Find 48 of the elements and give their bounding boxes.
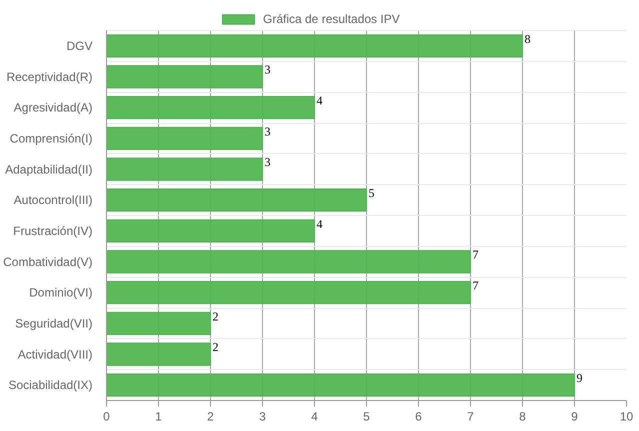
bar bbox=[106, 126, 263, 150]
data-label: 7 bbox=[472, 278, 478, 292]
y-tick-label: Comprensión(I) bbox=[10, 131, 93, 146]
y-tick-label: Adaptabilidad(II) bbox=[5, 162, 93, 176]
data-label: 8 bbox=[524, 32, 530, 46]
x-tick-label: 6 bbox=[415, 410, 422, 424]
y-tick-label: Autocontrol(III) bbox=[14, 193, 93, 208]
x-tick-label: 0 bbox=[103, 410, 110, 424]
x-tick-label: 10 bbox=[620, 410, 634, 424]
data-label: 2 bbox=[212, 309, 218, 324]
data-label: 4 bbox=[316, 216, 322, 231]
y-tick-label: Combatividad(V) bbox=[3, 254, 93, 269]
data-label: 5 bbox=[368, 186, 374, 200]
data-label: 3 bbox=[264, 155, 270, 170]
bar bbox=[106, 65, 263, 88]
data-label: 3 bbox=[264, 62, 270, 77]
bar bbox=[106, 280, 471, 304]
data-label: 7 bbox=[472, 248, 478, 262]
legend-label: Gráfica de resultados IPV bbox=[263, 12, 400, 26]
bar bbox=[106, 188, 367, 212]
bar bbox=[106, 96, 315, 120]
bar bbox=[106, 342, 211, 366]
y-tick-label: Dominio(VI) bbox=[29, 286, 93, 300]
x-tick-label: 2 bbox=[207, 410, 214, 424]
data-label: 2 bbox=[212, 340, 218, 354]
y-tick-label: Actividad(VIII) bbox=[18, 347, 93, 362]
y-tick-label: DGV bbox=[66, 38, 93, 53]
y-tick-label: Seguridad(VII) bbox=[15, 316, 93, 330]
data-label: 3 bbox=[264, 124, 270, 138]
bar bbox=[106, 373, 575, 397]
x-tick-label: 1 bbox=[155, 410, 162, 424]
bar bbox=[106, 312, 211, 336]
bar bbox=[106, 158, 263, 181]
data-label: 4 bbox=[316, 93, 322, 108]
x-tick-label: 8 bbox=[519, 410, 526, 424]
bar bbox=[106, 250, 471, 274]
bar bbox=[106, 34, 523, 58]
y-tick-label: Agresividad(A) bbox=[14, 100, 93, 115]
x-tick-label: 5 bbox=[363, 410, 370, 424]
data-label: 9 bbox=[576, 370, 582, 385]
x-tick-label: 9 bbox=[571, 410, 578, 424]
x-tick-label: 3 bbox=[259, 410, 266, 424]
x-tick-label: 7 bbox=[467, 410, 474, 424]
bar bbox=[106, 219, 315, 243]
y-tick-label: Sociabilidad(IX) bbox=[8, 378, 93, 392]
y-tick-label: Receptividad(R) bbox=[6, 70, 93, 84]
x-tick-label: 4 bbox=[311, 410, 318, 424]
y-tick-label: Frustración(IV) bbox=[13, 224, 93, 238]
